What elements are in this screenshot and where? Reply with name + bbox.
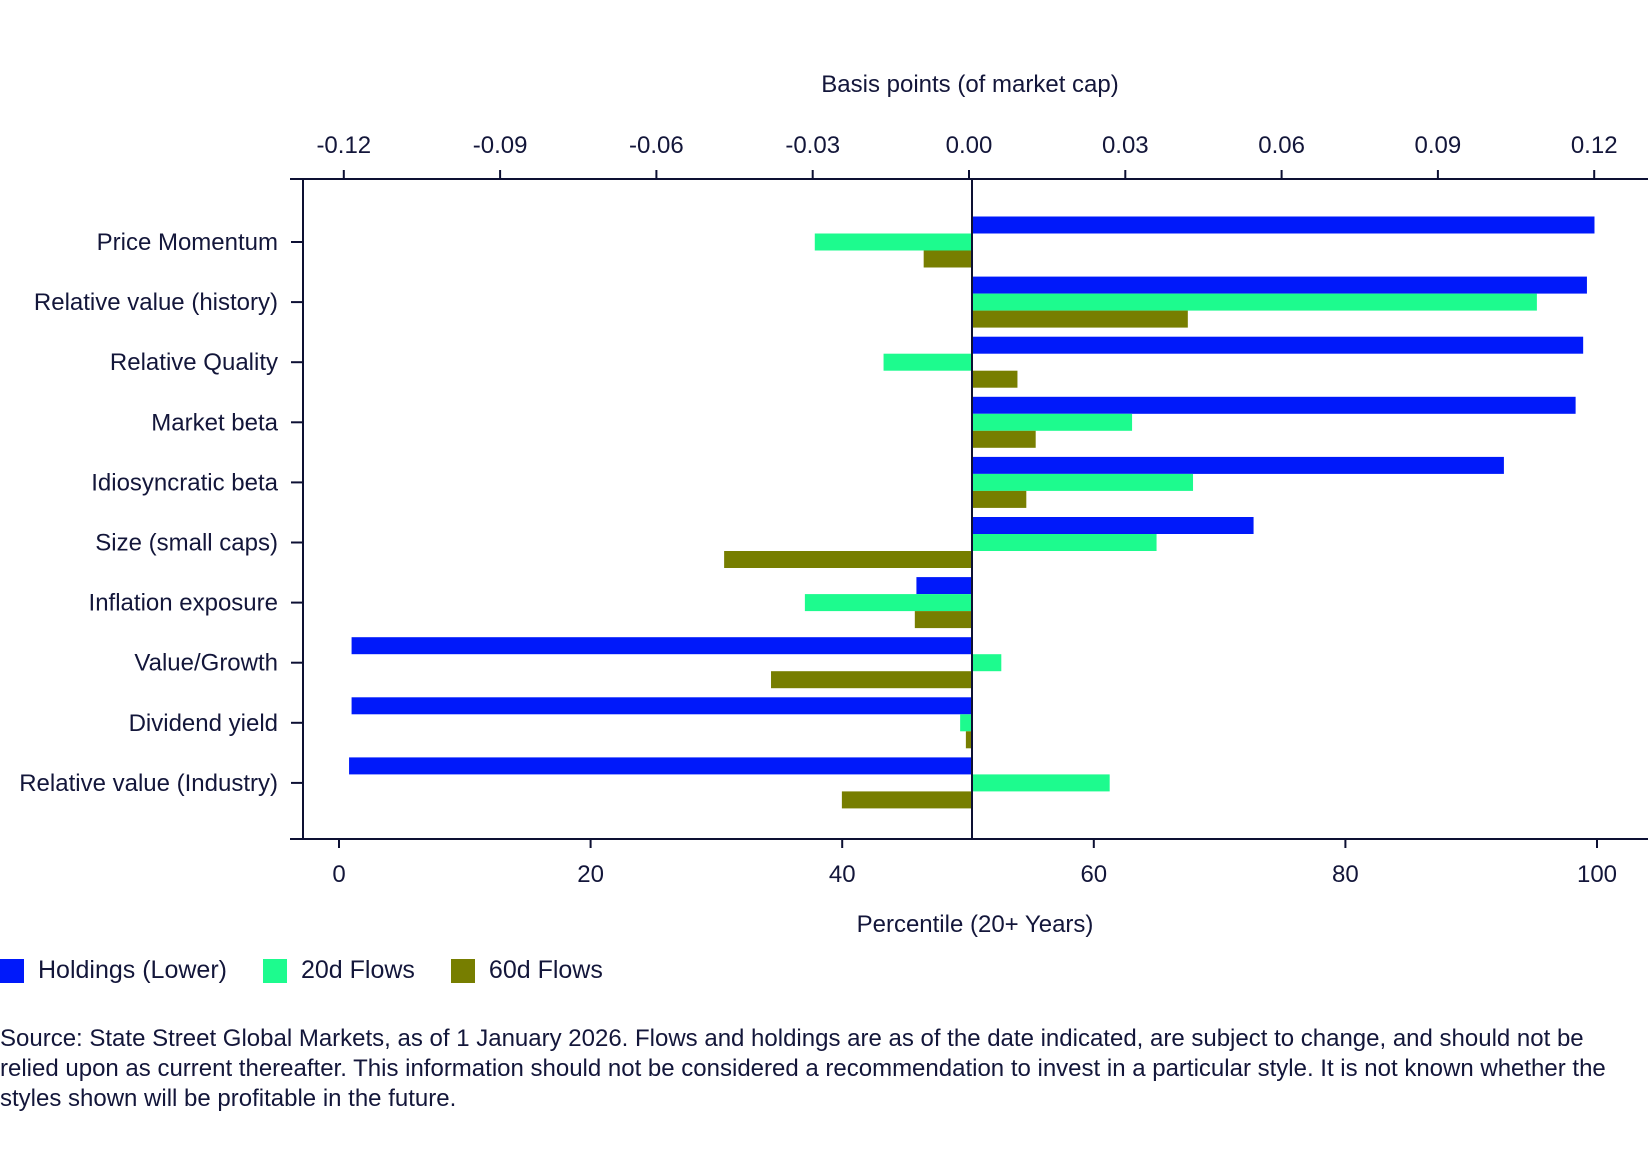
bar-60d-flows-value-growth (771, 671, 972, 689)
top-tick-label: 0.03 (1102, 132, 1149, 159)
bottom-axis-title: Percentile (20+ Years) (857, 911, 1094, 938)
top-tick-label: 0.09 (1415, 132, 1462, 159)
bar-holdings-lower-relative-value-industry (349, 757, 973, 775)
bottom-tick-label: 0 (332, 861, 345, 888)
bar-holdings-lower-price-momentum (972, 216, 1595, 234)
top-tick-label: -0.03 (785, 132, 840, 159)
bar-20d-flows-price-momentum (814, 233, 972, 251)
bars-layer (349, 216, 1595, 809)
bar-20d-flows-market-beta (972, 413, 1133, 431)
bar-holdings-lower-market-beta (972, 396, 1576, 414)
bar-20d-flows-relative-value-industry (972, 774, 1110, 792)
top-tick-label: -0.06 (629, 132, 684, 159)
category-label-relative-quality: Relative Quality (110, 349, 278, 376)
bar-60d-flows-relative-value-industry (841, 791, 972, 809)
bottom-axis-ticks: 0 20 40 60 80 100 (332, 839, 1617, 888)
bar-60d-flows-inflation-exposure (914, 611, 972, 629)
legend-item-60d-flows: 60d Flows (450, 956, 603, 985)
legend-label-holdings: Holdings (Lower) (38, 956, 227, 984)
bottom-tick-label: 80 (1332, 861, 1359, 888)
bar-holdings-lower-value-growth (351, 637, 973, 655)
bar-20d-flows-size-small-caps (972, 534, 1157, 551)
bar-60d-flows-relative-quality (972, 370, 1018, 388)
top-tick-label: -0.09 (473, 132, 528, 159)
top-axis-ticks: -0.12 -0.09 -0.06 -0.03 0.00 0.03 0.06 0.09 0.12 (316, 132, 1618, 179)
category-label-relative-value-industry: Relative value (Industry) (19, 770, 278, 797)
category-label-dividend-yield: Dividend yield (129, 710, 278, 737)
legend: Holdings (Lower) 20d Flows 60d Flows (0, 956, 639, 985)
category-label-value-growth: Value/Growth (134, 650, 278, 677)
legend-swatch-20d-flows (262, 958, 287, 983)
bar-20d-flows-relative-quality (883, 353, 972, 371)
category-label-relative-value-history: Relative value (history) (34, 289, 278, 316)
category-label-price-momentum: Price Momentum (97, 229, 278, 256)
bar-20d-flows-value-growth (972, 654, 1002, 672)
bottom-tick-label: 20 (577, 861, 604, 888)
bar-holdings-lower-relative-value-history (972, 276, 1587, 294)
legend-swatch-60d-flows (450, 958, 475, 983)
category-label-market-beta: Market beta (151, 409, 278, 436)
bar-60d-flows-price-momentum (923, 250, 972, 268)
top-axis-title: Basis points (of market cap) (821, 71, 1118, 98)
bar-60d-flows-market-beta (972, 430, 1036, 448)
category-label-inflation-exposure: Inflation exposure (89, 590, 278, 617)
bar-60d-flows-idiosyncratic-beta (972, 490, 1027, 508)
source-note: Source: State Street Global Markets, as … (0, 1025, 1606, 1112)
bar-60d-flows-size-small-caps (724, 551, 972, 568)
bar-60d-flows-dividend-yield (965, 731, 972, 749)
legend-label-60d-flows: 60d Flows (488, 956, 603, 984)
bar-holdings-lower-idiosyncratic-beta (972, 456, 1504, 474)
bar-holdings-lower-size-small-caps (972, 517, 1254, 534)
bar-20d-flows-inflation-exposure (804, 594, 972, 612)
bar-holdings-lower-dividend-yield (351, 697, 973, 715)
bar-20d-flows-idiosyncratic-beta (972, 473, 1194, 491)
bar-20d-flows-dividend-yield (960, 714, 972, 732)
top-tick-label: 0.06 (1258, 132, 1305, 159)
bottom-tick-label: 60 (1080, 861, 1107, 888)
category-label-size-small-caps: Size (small caps) (95, 530, 278, 557)
category-label-idiosyncratic-beta: Idiosyncratic beta (91, 469, 278, 496)
legend-item-20d-flows: 20d Flows (262, 956, 415, 985)
bottom-tick-label: 100 (1577, 861, 1617, 888)
chart: -0.12 -0.09 -0.06 -0.03 0.00 0.03 0.06 0.09 0.12… (19, 71, 1648, 938)
bar-60d-flows-relative-value-history (972, 310, 1188, 328)
legend-swatch-holdings (0, 958, 24, 983)
bottom-tick-label: 40 (829, 861, 856, 888)
bar-holdings-lower-relative-quality (972, 336, 1584, 354)
legend-label-20d-flows: 20d Flows (300, 956, 415, 984)
top-tick-label: -0.12 (316, 132, 371, 159)
top-tick-label: 0.12 (1571, 132, 1618, 159)
category-axis: Price Momentum Relative value (history) Re… (19, 229, 303, 797)
legend-item-holdings: Holdings (Lower) (0, 956, 227, 985)
bar-20d-flows-relative-value-history (972, 293, 1537, 311)
bar-holdings-lower-inflation-exposure (916, 577, 972, 595)
top-tick-label: 0.00 (946, 132, 993, 159)
